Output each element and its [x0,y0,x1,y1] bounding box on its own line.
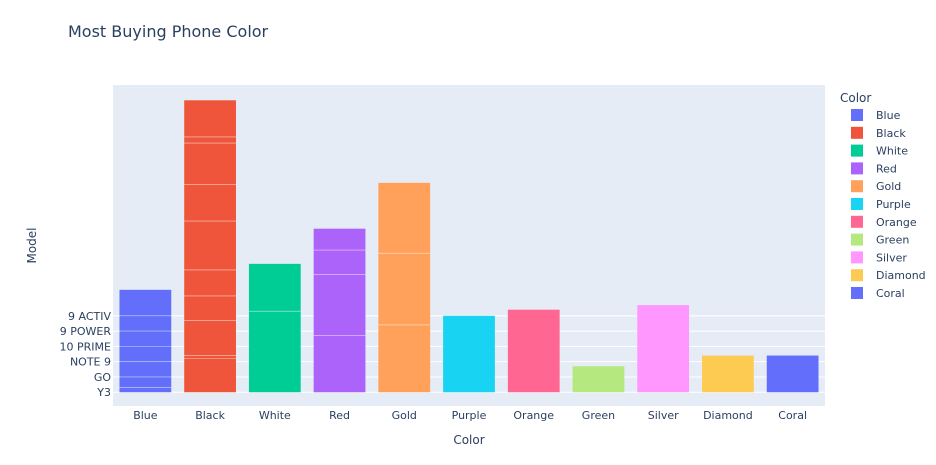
legend-item-purple: Purple [876,198,911,211]
legend-swatch [851,162,863,175]
bar-white [248,263,301,393]
y-tick-label: Y3 [96,386,111,399]
legend-swatch [851,198,863,210]
y-tick-label: 10 PRIME [60,340,112,353]
legend-item-orange: Orange [876,216,917,229]
x-axis-title: Color [453,433,484,447]
y-axis-title: Model [25,227,39,263]
bar-orange [507,309,560,393]
legend-item-blue: Blue [876,109,901,122]
x-tick-label: Orange [513,409,554,422]
bar-gold [378,182,431,393]
bar-green [572,366,625,393]
bar-red [313,228,366,393]
x-tick-label: Green [582,409,615,422]
x-tick-label: Silver [648,409,679,422]
bar-coral [766,355,819,393]
legend-swatch [851,144,863,157]
legend-title: Color [840,91,871,105]
x-tick-label: Coral [778,409,807,422]
chart-title: Most Buying Phone Color [68,22,269,41]
legend-swatch [851,109,863,121]
legend-item-black: Black [876,127,906,140]
legend-item-silver: Silver [876,251,907,264]
legend-swatch [851,215,863,228]
legend-item-red: Red [876,162,897,175]
x-tick-label: Black [195,409,225,422]
y-tick-label: NOTE 9 [70,356,111,369]
legend-item-gold: Gold [876,180,901,193]
bar-purple [443,315,495,393]
legend-swatch [851,251,863,264]
x-tick-label: White [259,409,291,422]
legend-swatch [851,269,863,282]
legend-swatch [851,180,863,193]
bar-blue [119,289,172,393]
y-tick-label: 9 ACTIV [68,310,111,323]
y-tick-label: GO [94,371,112,384]
legend-swatch [851,233,863,246]
bar-silver [637,305,690,393]
legend-item-green: Green [876,234,909,247]
legend-swatch [851,287,863,299]
legend-item-diamond: Diamond [876,269,926,282]
x-tick-label: Red [329,409,350,422]
legend-item-white: White [876,145,908,158]
x-tick-label: Blue [133,409,158,422]
bar-diamond [702,355,754,393]
y-tick-label: 9 POWER [60,325,112,338]
x-tick-label: Gold [392,409,417,422]
bar-black [184,100,236,393]
legend-swatch [851,126,863,139]
x-tick-label: Purple [452,409,487,422]
legend-item-coral: Coral [876,287,905,300]
x-tick-label: Diamond [703,409,753,422]
